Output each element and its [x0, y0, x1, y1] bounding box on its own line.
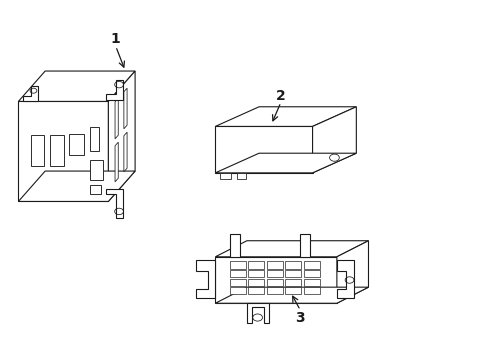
Polygon shape [23, 86, 38, 101]
Polygon shape [108, 71, 135, 202]
Bar [303, 261, 319, 269]
Polygon shape [123, 88, 127, 129]
Polygon shape [215, 257, 336, 303]
Text: 3: 3 [295, 311, 305, 324]
Bar [220, 173, 230, 179]
Bar [90, 160, 102, 180]
Polygon shape [215, 241, 368, 257]
Bar [229, 270, 245, 277]
Bar [248, 279, 264, 286]
Polygon shape [215, 126, 312, 173]
Bar [303, 287, 319, 294]
Bar [285, 279, 301, 286]
Polygon shape [215, 107, 356, 126]
Bar [248, 270, 264, 277]
Polygon shape [106, 80, 122, 100]
Bar [90, 127, 99, 152]
Bar [248, 287, 264, 294]
Polygon shape [229, 234, 239, 257]
Polygon shape [300, 234, 309, 257]
Bar [237, 173, 245, 179]
Bar [266, 261, 283, 269]
Bar [30, 135, 44, 166]
Polygon shape [312, 107, 356, 173]
Bar [229, 279, 245, 286]
Polygon shape [115, 98, 118, 139]
Bar [229, 287, 245, 294]
Polygon shape [246, 303, 268, 323]
Bar [285, 270, 301, 277]
Bar [303, 279, 319, 286]
Bar [69, 134, 84, 155]
Bar [303, 270, 319, 277]
Bar [229, 261, 245, 269]
Polygon shape [19, 71, 135, 102]
Bar [50, 135, 63, 166]
Polygon shape [215, 153, 356, 173]
Polygon shape [106, 189, 122, 217]
Bar [248, 261, 264, 269]
Bar [266, 279, 283, 286]
Polygon shape [215, 287, 368, 303]
Bar [266, 270, 283, 277]
Text: 2: 2 [276, 89, 285, 103]
Polygon shape [336, 241, 368, 303]
Polygon shape [336, 260, 353, 298]
Polygon shape [19, 102, 108, 202]
Polygon shape [115, 142, 118, 182]
Polygon shape [19, 171, 135, 202]
Bar [285, 287, 301, 294]
Polygon shape [123, 132, 127, 172]
Bar [266, 287, 283, 294]
Text: 1: 1 [111, 32, 120, 46]
Bar [285, 261, 301, 269]
Polygon shape [196, 260, 215, 298]
Bar [90, 185, 101, 194]
